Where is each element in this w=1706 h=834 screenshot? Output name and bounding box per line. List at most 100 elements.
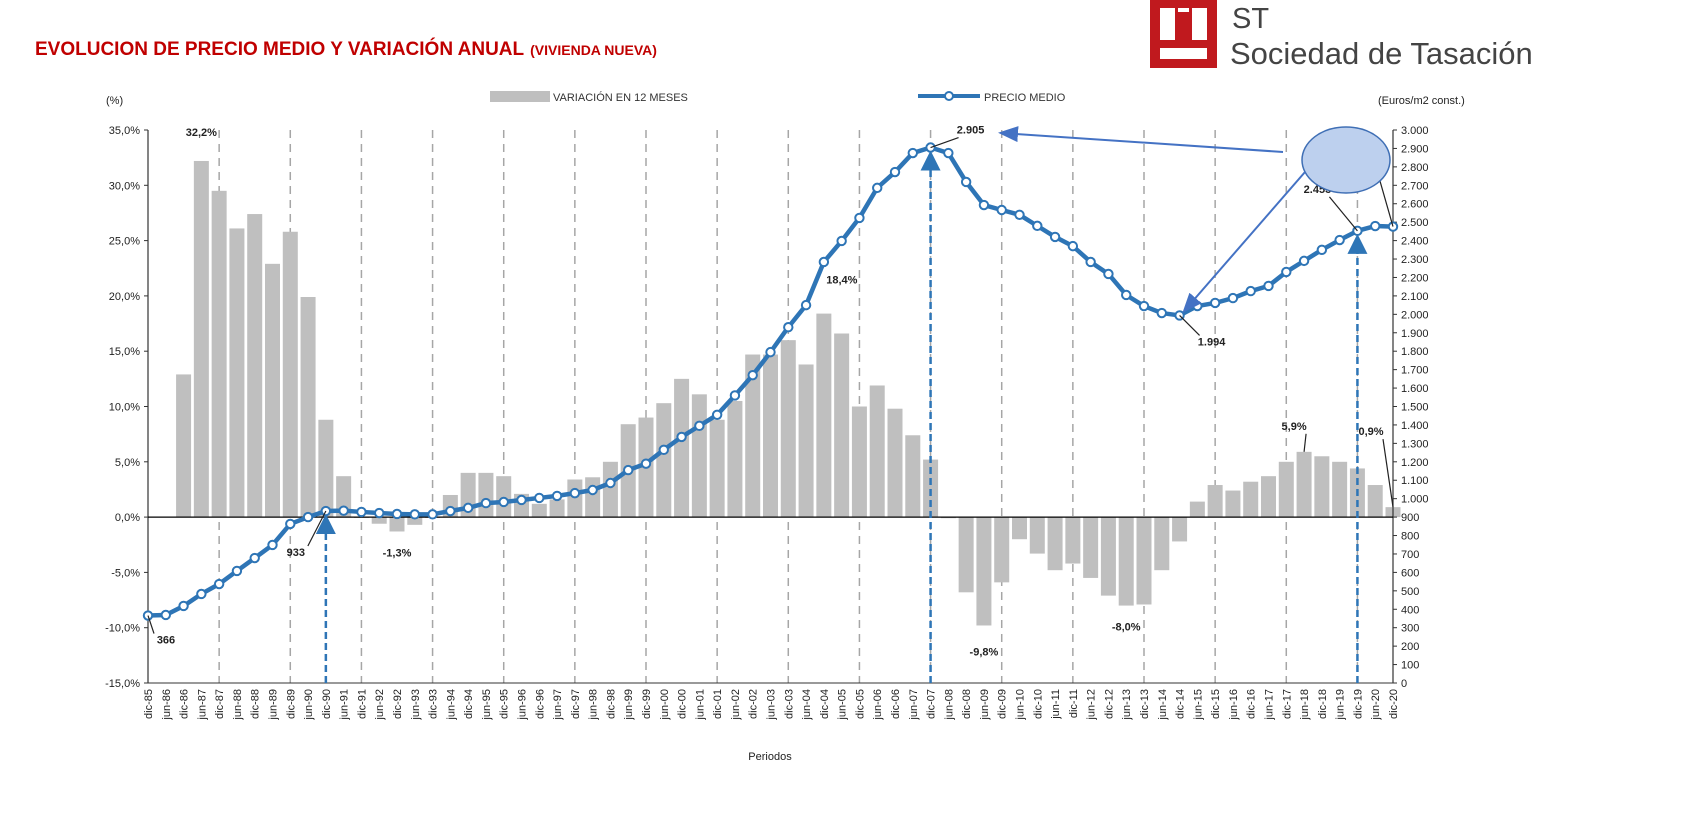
- price-point: [1067, 240, 1079, 252]
- y-right-tick-label: 2.800: [1401, 162, 1429, 174]
- x-tick-label: dic-02: [748, 689, 760, 719]
- price-point: [587, 484, 598, 496]
- y-left-tick-label: 5,0%: [115, 457, 140, 469]
- bar: [1332, 461, 1348, 518]
- x-tick-label: jun-07: [908, 689, 920, 721]
- price-point: [1049, 231, 1061, 243]
- price-point: [338, 505, 349, 516]
- price-point: [1121, 289, 1132, 301]
- price-point: [462, 502, 474, 514]
- y-right-tick-label: 800: [1401, 531, 1419, 543]
- price-point: [1334, 234, 1345, 246]
- price-point: [445, 505, 456, 517]
- x-tick-label: jun-86: [161, 689, 173, 721]
- x-tick-label: dic-88: [250, 689, 262, 719]
- price-point: [1370, 220, 1381, 232]
- price-point: [285, 518, 296, 530]
- price-point: [836, 235, 847, 247]
- bar: [976, 517, 992, 626]
- price-point: [765, 346, 776, 358]
- y-right-tick-label: 2.300: [1401, 254, 1429, 266]
- price-point: [854, 212, 865, 224]
- bar: [1278, 461, 1294, 518]
- annotation-label: 2.905: [957, 125, 985, 137]
- x-tick-label: jun-92: [374, 689, 386, 721]
- x-tick-label: dic-05: [854, 689, 866, 719]
- legend-line-label: PRECIO MEDIO: [984, 92, 1066, 104]
- price-point: [623, 464, 634, 476]
- y-right-tick-label: 2.100: [1401, 291, 1429, 303]
- y-left-tick-label: -15,0%: [105, 678, 140, 690]
- x-tick-label: jun-10: [1015, 689, 1027, 721]
- price-point: [427, 509, 438, 520]
- bar: [1154, 517, 1170, 571]
- price-point: [1316, 244, 1328, 256]
- x-tick-label: jun-03: [766, 689, 778, 721]
- price-point: [676, 431, 687, 443]
- y-right-tick-label: 1.900: [1401, 328, 1429, 340]
- annotation-label: -1,3%: [383, 547, 412, 559]
- bar: [1047, 517, 1063, 571]
- annotation-label: 32,2%: [186, 127, 217, 139]
- price-point: [1263, 280, 1274, 292]
- y-left-tick-label: 0,0%: [115, 512, 140, 524]
- price-point: [231, 565, 243, 577]
- bar: [193, 160, 209, 518]
- price-point: [516, 494, 527, 506]
- x-tick-label: jun-17: [1264, 689, 1276, 721]
- bar: [656, 403, 672, 518]
- x-tick-label: jun-13: [1121, 689, 1133, 721]
- price-point: [907, 147, 918, 159]
- annotation-label: -8,0%: [1112, 622, 1141, 634]
- legend-bar-label: VARIACIÓN EN 12 MESES: [553, 91, 688, 104]
- bar: [1261, 476, 1276, 518]
- bar: [816, 313, 832, 518]
- x-tick-label: dic-16: [1246, 689, 1258, 719]
- x-tick-label: jun-90: [303, 689, 315, 721]
- x-tick-label: jun-01: [694, 689, 706, 721]
- x-tick-label: dic-90: [321, 689, 333, 719]
- bar: [1118, 517, 1134, 606]
- price-point: [605, 477, 616, 489]
- y-right-tick-label: 2.600: [1401, 199, 1429, 211]
- bar: [336, 476, 352, 518]
- chart-title: EVOLUCION DE PRECIO MEDIO Y VARIACIÓN AN…: [35, 38, 657, 60]
- callout-ellipse: [1301, 126, 1391, 194]
- bar: [1100, 517, 1116, 596]
- bar: [887, 408, 903, 518]
- title-main: EVOLUCION DE PRECIO MEDIO Y VARIACIÓN AN…: [35, 38, 525, 60]
- price-point: [267, 539, 278, 551]
- bar: [496, 476, 512, 518]
- x-tick-label: dic-93: [428, 689, 440, 719]
- y-right-tick-label: 900: [1401, 512, 1419, 524]
- annotation-leader: [307, 510, 327, 547]
- x-tick-label: jun-93: [410, 689, 422, 721]
- bar: [602, 461, 618, 518]
- x-tick-label: dic-03: [783, 689, 795, 719]
- annotation-label: -9,8%: [970, 646, 999, 658]
- x-tick-label: jun-00: [659, 689, 671, 721]
- annotation-label: 18,4%: [826, 275, 857, 287]
- bar: [709, 419, 725, 518]
- bar: [994, 517, 1010, 583]
- price-point: [1245, 285, 1256, 297]
- bar: [780, 340, 796, 518]
- bar: [1029, 517, 1045, 554]
- y-left-unit: (%): [106, 95, 123, 107]
- x-tick-label: dic-85: [143, 689, 155, 719]
- y-right-tick-label: 2.400: [1401, 236, 1429, 248]
- price-point: [711, 409, 723, 420]
- y-right-tick-label: 2.200: [1401, 272, 1429, 284]
- x-tick-label: jun-09: [979, 689, 991, 721]
- price-point: [943, 147, 954, 159]
- x-tick-label: dic-18: [1317, 689, 1329, 719]
- bar: [763, 354, 778, 518]
- x-tick-label: jun-88: [232, 689, 244, 721]
- bar: [407, 517, 423, 525]
- price-point: [160, 609, 171, 621]
- x-tick-label: dic-99: [641, 689, 653, 719]
- x-tick-label: jun-91: [339, 689, 351, 721]
- bar: [834, 333, 850, 518]
- x-tick-label: dic-06: [890, 689, 902, 719]
